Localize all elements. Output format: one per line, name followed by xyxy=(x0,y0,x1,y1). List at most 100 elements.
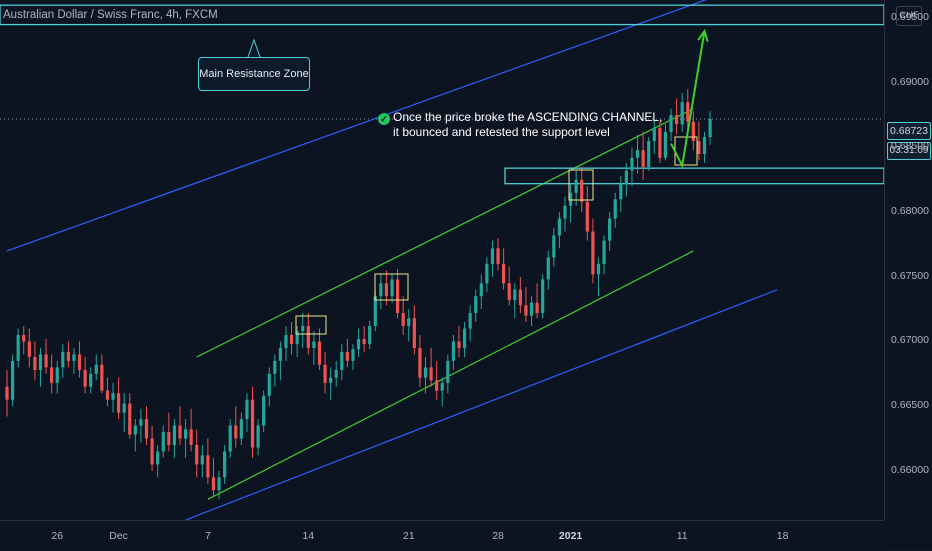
candle-body xyxy=(139,419,143,426)
note-line-1: Once the price broke the ASCENDING CHANN… xyxy=(393,110,663,124)
candle-body xyxy=(100,364,104,391)
zones-layer xyxy=(0,4,884,185)
candle-body xyxy=(156,451,160,465)
candle-body xyxy=(585,201,589,232)
candle-body xyxy=(27,341,31,358)
candle-body xyxy=(200,455,204,465)
time-axis[interactable]: 26 Dec 7 14 21 28 2021 11 18 xyxy=(0,520,884,551)
candle-body xyxy=(329,377,333,383)
time-tick: 14 xyxy=(302,530,315,542)
candle-body xyxy=(574,179,578,193)
price-tick: 0.68000 xyxy=(891,205,929,218)
candle-body xyxy=(608,218,612,241)
candle-body xyxy=(423,367,428,378)
candle-body xyxy=(563,205,567,219)
candle-body xyxy=(407,318,411,326)
candle-body xyxy=(211,477,216,491)
candles-layer xyxy=(5,89,712,500)
candle-body xyxy=(619,183,623,200)
candle-body xyxy=(591,231,595,275)
support-zone xyxy=(504,167,884,185)
candle-body xyxy=(373,296,377,326)
candle-body xyxy=(513,289,517,301)
candle-body xyxy=(150,438,154,465)
resistance-callout[interactable]: Main Resistance Zone xyxy=(198,57,310,91)
candle-body xyxy=(647,140,651,167)
candle-body xyxy=(16,335,20,361)
candle-body xyxy=(362,338,366,345)
candle-body xyxy=(396,279,400,314)
candle-body xyxy=(686,102,690,122)
candle-body xyxy=(38,354,43,370)
price-tick: 0.67500 xyxy=(891,269,929,282)
symbol-title: Australian Dollar / Swiss Franc, 4h, FXC… xyxy=(3,9,218,21)
ascending-channel-upper-line xyxy=(196,108,694,358)
plot-area[interactable]: Australian Dollar / Swiss Franc, 4h, FXC… xyxy=(0,0,884,520)
time-tick: 7 xyxy=(204,530,211,542)
candle-body xyxy=(356,338,361,350)
highlight-boxes-layer xyxy=(295,136,698,335)
candle-body xyxy=(669,115,673,132)
candle-body xyxy=(552,235,556,258)
candle-body xyxy=(529,302,534,316)
candle-body xyxy=(613,199,617,219)
outer-upper-blue-line xyxy=(6,0,707,252)
candle-body xyxy=(496,248,500,264)
candle-body xyxy=(195,444,199,465)
candle-body xyxy=(451,341,455,361)
currency-button[interactable]: CHF xyxy=(896,6,922,26)
time-tick: 26 xyxy=(51,530,64,542)
candle-body xyxy=(518,289,522,306)
candle-body xyxy=(312,341,316,348)
time-tick: 21 xyxy=(402,530,415,542)
candle-body xyxy=(462,328,467,348)
candle-body xyxy=(596,263,601,275)
candle-body xyxy=(61,351,65,368)
price-chart[interactable] xyxy=(0,0,884,520)
candle-body xyxy=(702,137,707,154)
candle-body xyxy=(55,367,59,383)
candle-body xyxy=(245,399,249,420)
candle-body xyxy=(479,283,483,297)
candle-body xyxy=(351,349,355,361)
note-line-2: it bounced and retested the support leve… xyxy=(393,125,610,139)
candle-body xyxy=(658,128,662,158)
candle-body xyxy=(384,283,389,297)
candle-body xyxy=(474,296,478,314)
analysis-note[interactable]: ✓ Once the price broke the ASCENDING CHAN… xyxy=(378,110,662,140)
candle-body xyxy=(691,121,695,141)
candle-body xyxy=(111,393,115,400)
candle-body xyxy=(284,335,288,348)
price-axis[interactable]: CHF 0.68723 03:31:09 0.69500 0.69000 0.685… xyxy=(884,0,932,520)
candle-body xyxy=(22,335,26,342)
candle-body xyxy=(418,347,422,378)
candle-body xyxy=(306,325,310,348)
candle-body xyxy=(278,347,283,361)
candle-body xyxy=(256,425,260,448)
candle-body xyxy=(541,279,545,314)
candle-body xyxy=(635,150,640,158)
candle-body xyxy=(630,157,634,171)
candle-body xyxy=(228,425,232,452)
time-tick: 2021 xyxy=(558,530,583,542)
time-tick: 18 xyxy=(776,530,789,542)
time-tick: Dec xyxy=(109,530,128,542)
projection-arrowhead xyxy=(697,28,709,42)
candle-body xyxy=(178,425,182,439)
candle-body xyxy=(502,263,506,284)
outer-lower-blue-line xyxy=(185,289,778,520)
callout-pointer xyxy=(247,38,261,58)
candle-body xyxy=(301,325,305,332)
candle-body xyxy=(334,369,338,378)
candle-body xyxy=(368,325,372,345)
candle-body xyxy=(33,357,37,370)
candle-body xyxy=(708,119,712,138)
candle-body xyxy=(697,140,701,154)
price-tick: 0.67000 xyxy=(891,334,929,347)
candle-body xyxy=(172,425,176,445)
main-resistance-zone xyxy=(0,4,884,26)
touch-box-2 xyxy=(374,273,409,301)
candle-body xyxy=(468,313,472,329)
candle-body xyxy=(345,351,349,361)
candle-body xyxy=(663,131,668,158)
